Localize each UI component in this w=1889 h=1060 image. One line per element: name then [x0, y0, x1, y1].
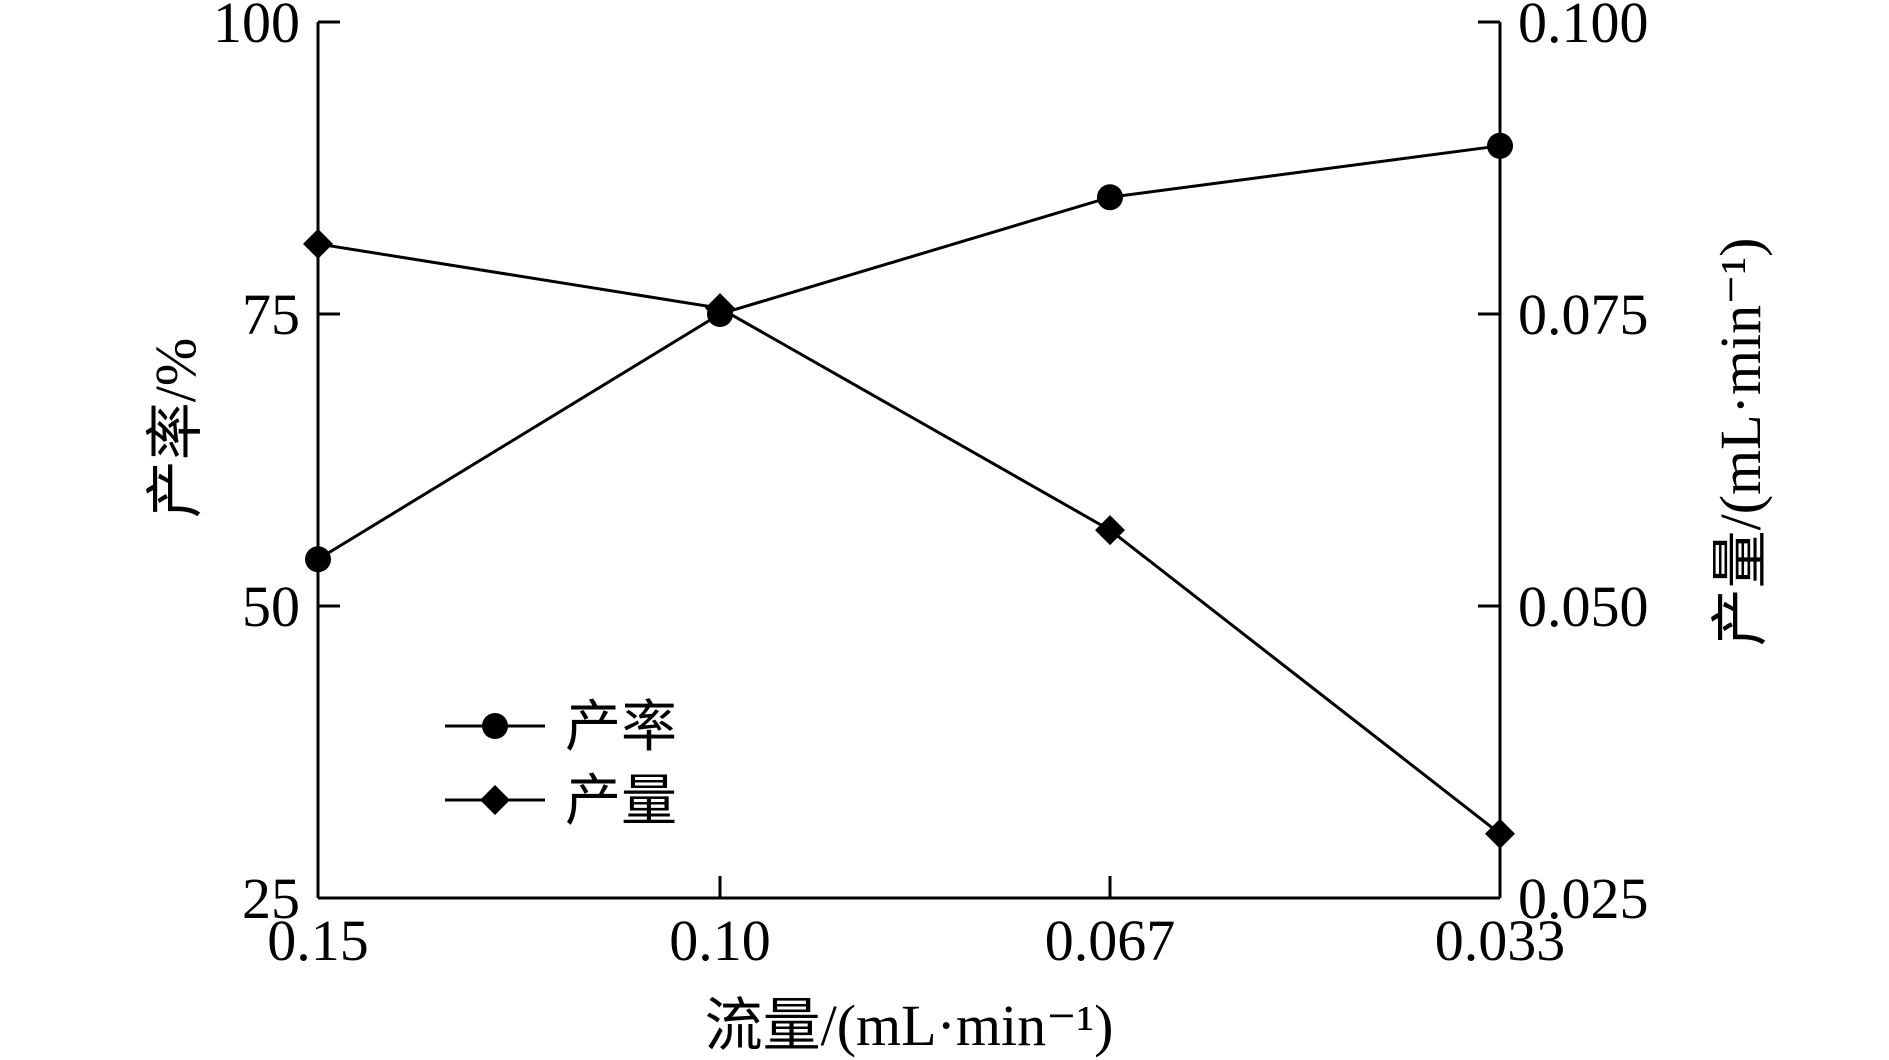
x-axis-title: 流量/(mL·min⁻¹)	[705, 993, 1114, 1058]
left-y-tick-label: 100	[213, 0, 300, 55]
right-y-axis-ticks: 0.025 0.050 0.075 0.100	[1478, 0, 1649, 931]
right-y-tick-label: 0.100	[1518, 0, 1649, 55]
x-tick-label: 0.033	[1435, 908, 1566, 973]
right-y-tick-label: 0.050	[1518, 574, 1649, 639]
axes	[316, 22, 1502, 900]
left-y-axis-title: 产率/%	[143, 338, 208, 518]
series-line	[317, 144, 1501, 561]
legend-marker-circle	[482, 713, 508, 739]
x-tick-label: 0.10	[669, 908, 771, 973]
data-point-circle	[305, 546, 331, 573]
data-point-diamond	[1095, 515, 1125, 546]
legend-label: 产量	[565, 771, 677, 833]
x-axis-ticks: 0.15 0.10 0.067 0.033	[267, 876, 1565, 973]
left-y-tick-label: 50	[242, 574, 300, 639]
right-y-axis-title: 产量/(mL·min⁻¹)	[1708, 238, 1773, 647]
series-产量	[303, 228, 1515, 849]
series-layer	[303, 132, 1515, 849]
legend-item: 产率	[445, 697, 677, 759]
legend-marker-diamond	[480, 785, 510, 815]
data-point-diamond	[1485, 818, 1515, 849]
left-y-tick-label: 75	[242, 282, 300, 347]
data-point-circle	[1487, 132, 1513, 159]
left-y-axis-ticks: 25 50 75 100	[213, 0, 340, 931]
legend-item: 产量	[445, 771, 677, 833]
data-point-diamond	[705, 293, 735, 324]
axis-titles: 流量/(mL·min⁻¹) 产率/% 产量/(mL·min⁻¹)	[143, 238, 1773, 1058]
x-tick-label: 0.067	[1045, 908, 1176, 973]
series-line	[317, 242, 1501, 835]
right-y-tick-label: 0.025	[1518, 866, 1649, 931]
series-产率	[305, 132, 1513, 573]
data-point-circle	[1097, 184, 1123, 211]
legend-label: 产率	[565, 697, 677, 759]
data-point-diamond	[303, 228, 333, 259]
right-y-tick-label: 0.075	[1518, 282, 1649, 347]
left-y-tick-label: 25	[242, 866, 300, 931]
x-tick-label: 0.15	[267, 908, 369, 973]
